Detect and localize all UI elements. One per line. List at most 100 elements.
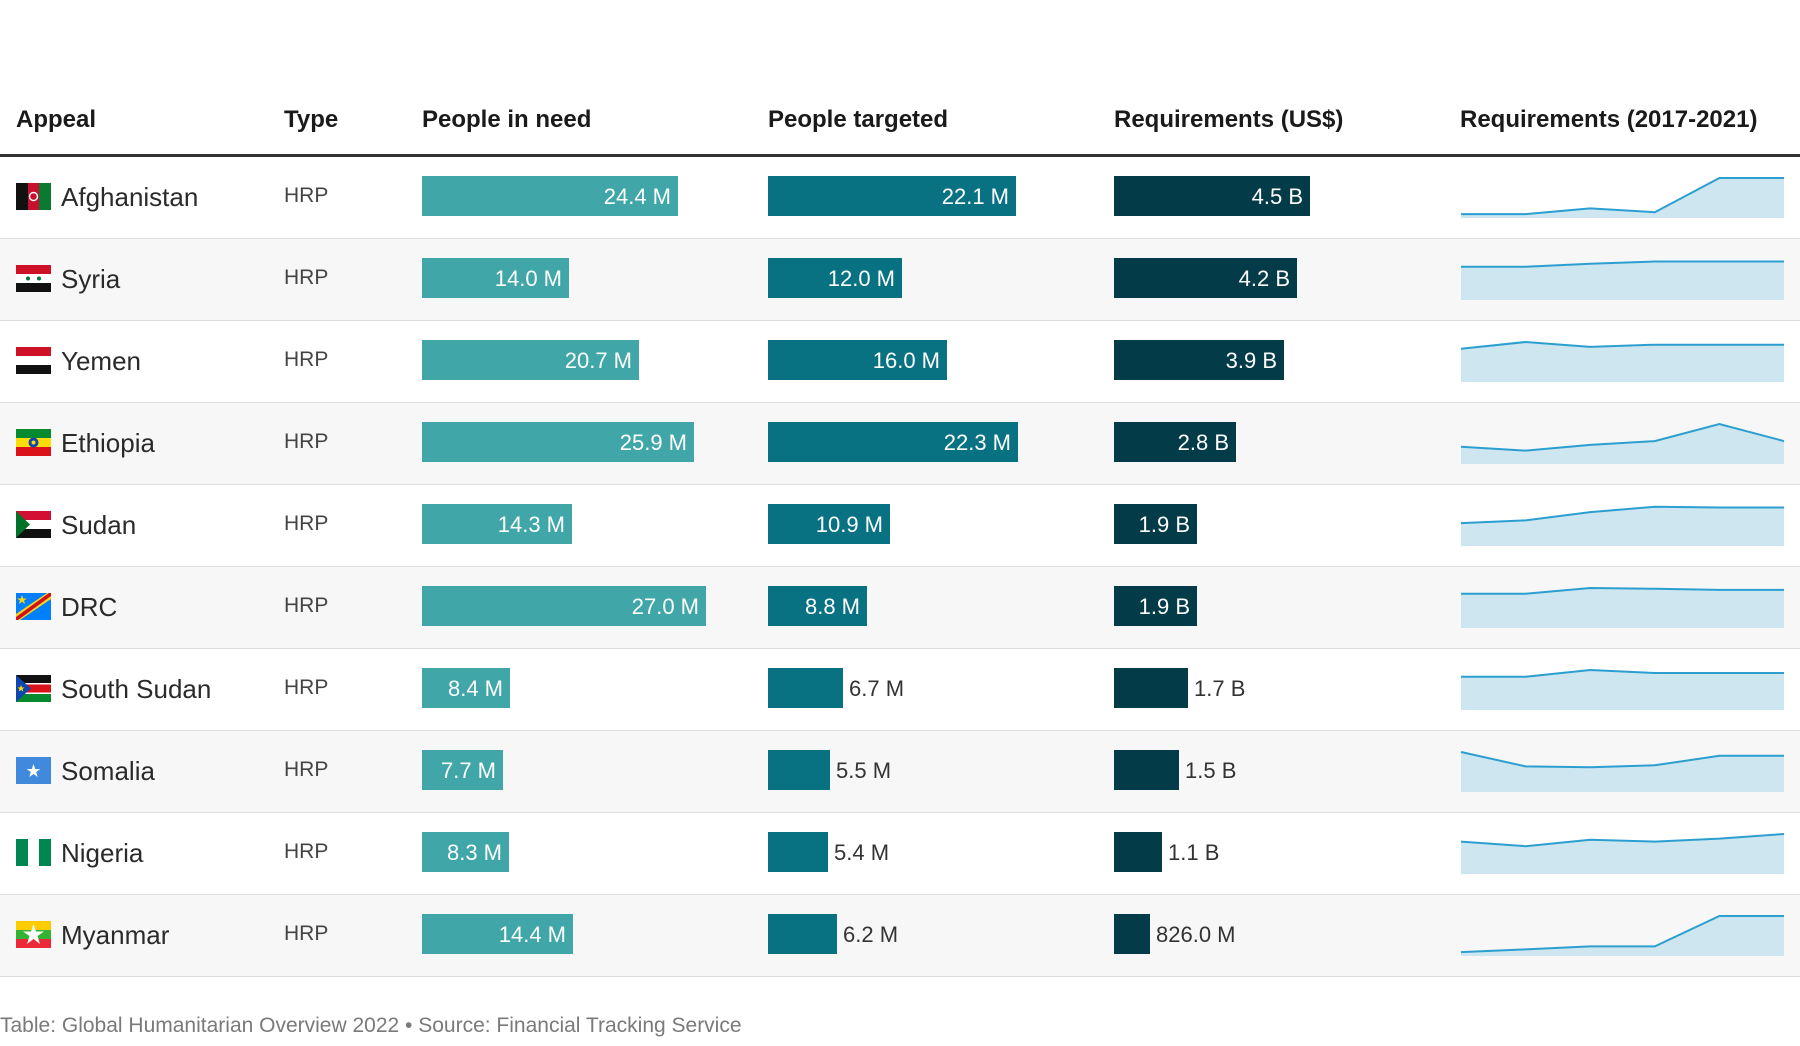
sparkline-line: [1461, 260, 1784, 268]
table-row[interactable]: DRC HRP 27.0 M 8.8 M 1.9 B: [0, 567, 1800, 649]
drc-flag-icon: [16, 593, 51, 620]
people-in-need-value: 27.0 M: [631, 594, 699, 619]
people-in-need-bar: [422, 750, 503, 790]
people-in-need-value: 7.7 M: [440, 758, 496, 783]
people-in-need-value: 25.9 M: [619, 430, 687, 455]
requirements-sparkline: [1461, 668, 1784, 710]
people-in-need-bar: [422, 914, 573, 954]
table-row[interactable]: Ethiopia HRP 25.9 M 22.3 M 2.8 B: [0, 403, 1800, 485]
requirements-value: 826.0 M: [1156, 922, 1236, 947]
table-row[interactable]: Afghanistan HRP 24.4 M 22.1 M 4.5 B: [0, 157, 1800, 239]
appeal-name: Myanmar: [61, 920, 170, 950]
requirements-value: 2.8 B: [1177, 430, 1229, 455]
people-targeted-bar: [768, 504, 890, 544]
people-targeted-bar: [768, 258, 902, 298]
people-targeted-value: 10.9 M: [815, 512, 883, 537]
people-targeted-bar: [768, 914, 837, 954]
table-row[interactable]: Somalia HRP 7.7 M 5.5 M 1.5 B: [0, 731, 1800, 813]
requirements-bar: [1114, 668, 1188, 708]
table-row[interactable]: South Sudan HRP 8.4 M 6.7 M 1.7 B: [0, 649, 1800, 731]
requirements-bar: [1114, 586, 1197, 626]
sparkline-line: [1460, 340, 1784, 350]
sparkline-line: [1461, 586, 1784, 595]
sparkline-area: [1461, 834, 1784, 874]
people-targeted-value: 5.5 M: [836, 758, 892, 783]
south-sudan-flag-icon: [16, 675, 51, 702]
requirements-value: 1.7 B: [1194, 676, 1246, 701]
people-in-need-value: 20.7 M: [564, 348, 632, 373]
sparkline-area: [1461, 916, 1784, 956]
table-row[interactable]: Myanmar HRP 14.4 M 6.2 M 826.0 M: [0, 895, 1800, 977]
people-in-need-value: 8.4 M: [447, 676, 503, 701]
sparkline-area: [1461, 261, 1784, 300]
appeal-type: HRP: [284, 512, 329, 535]
people-targeted-value: 6.2 M: [843, 922, 899, 947]
sudan-flag-icon: [16, 511, 51, 538]
sparkline-area: [1461, 178, 1784, 218]
sparkline-area: [1461, 506, 1784, 546]
requirements-value: 1.9 B: [1138, 594, 1190, 619]
requirements-bar: [1114, 750, 1179, 790]
people-targeted-value: 5.4 M: [834, 840, 890, 865]
requirements-value: 3.9 B: [1225, 348, 1277, 373]
appeal-name: Sudan: [61, 510, 137, 540]
appeal-type: HRP: [284, 840, 329, 863]
people-in-need-value: 14.0 M: [494, 266, 562, 291]
people-targeted-value: 22.1 M: [941, 184, 1009, 209]
appeal-type: HRP: [284, 922, 329, 945]
appeal-name: Ethiopia: [61, 428, 155, 458]
requirements-sparkline: [1460, 422, 1785, 464]
header-requirements-trend[interactable]: Requirements (2017-2021): [1460, 106, 1758, 133]
appeal-name: Nigeria: [61, 838, 144, 868]
appeal-type: HRP: [284, 758, 329, 781]
sparkline-area: [1461, 752, 1784, 792]
requirements-bar: [1114, 504, 1197, 544]
people-in-need-value: 14.3 M: [497, 512, 565, 537]
people-targeted-value: 12.0 M: [827, 266, 895, 291]
requirements-bar: [1114, 176, 1310, 216]
table-row[interactable]: Nigeria HRP 8.3 M 5.4 M 1.1 B: [0, 813, 1800, 895]
requirements-value: 1.5 B: [1185, 758, 1237, 783]
requirements-bar: [1114, 832, 1162, 872]
people-targeted-bar: [768, 422, 1018, 462]
people-targeted-bar: [768, 832, 828, 872]
people-in-need-value: 24.4 M: [603, 184, 671, 209]
sparkline-area: [1461, 342, 1784, 382]
somalia-flag-icon: [16, 757, 51, 784]
people-targeted-value: 22.3 M: [943, 430, 1011, 455]
table-row[interactable]: Sudan HRP 14.3 M 10.9 M 1.9 B: [0, 485, 1800, 567]
requirements-sparkline: [1460, 751, 1784, 792]
header-people-in-need[interactable]: People in need: [422, 106, 592, 133]
people-targeted-bar: [768, 340, 947, 380]
header-type[interactable]: Type: [284, 106, 339, 133]
header-people-targeted[interactable]: People targeted: [768, 106, 949, 133]
appeal-type: HRP: [284, 184, 329, 207]
appeal-name: South Sudan: [61, 674, 212, 704]
people-targeted-bar: [768, 586, 867, 626]
table-header: Appeal Type People in need People target…: [0, 88, 1800, 157]
sparkline-area: [1461, 588, 1784, 628]
people-targeted-value: 16.0 M: [872, 348, 940, 373]
requirements-sparkline: [1461, 260, 1784, 300]
people-in-need-bar: [422, 258, 569, 298]
appeal-name: Yemen: [61, 346, 141, 376]
sparkline-line: [1461, 668, 1784, 678]
sparkline-line: [1460, 915, 1784, 954]
people-targeted-bar: [768, 176, 1016, 216]
appeal-type: HRP: [284, 348, 329, 371]
table-row[interactable]: Yemen HRP 20.7 M 16.0 M 3.9 B: [0, 321, 1800, 403]
requirements-bar: [1114, 258, 1297, 298]
yemen-flag-icon: [16, 347, 51, 374]
header-requirements[interactable]: Requirements (US$): [1114, 106, 1344, 133]
appeal-type: HRP: [284, 676, 329, 699]
sparkline-line: [1460, 833, 1785, 848]
myanmar-flag-icon: [16, 921, 51, 948]
people-in-need-value: 8.3 M: [446, 840, 502, 865]
appeal-type: HRP: [284, 266, 329, 289]
requirements-value: 4.2 B: [1238, 266, 1290, 291]
requirements-sparkline: [1460, 833, 1785, 874]
table-row[interactable]: Syria HRP 14.0 M 12.0 M 4.2 B: [0, 239, 1800, 321]
people-in-need-bar: [422, 340, 639, 380]
header-appeal[interactable]: Appeal: [16, 106, 97, 133]
ethiopia-flag-icon: [16, 429, 51, 456]
